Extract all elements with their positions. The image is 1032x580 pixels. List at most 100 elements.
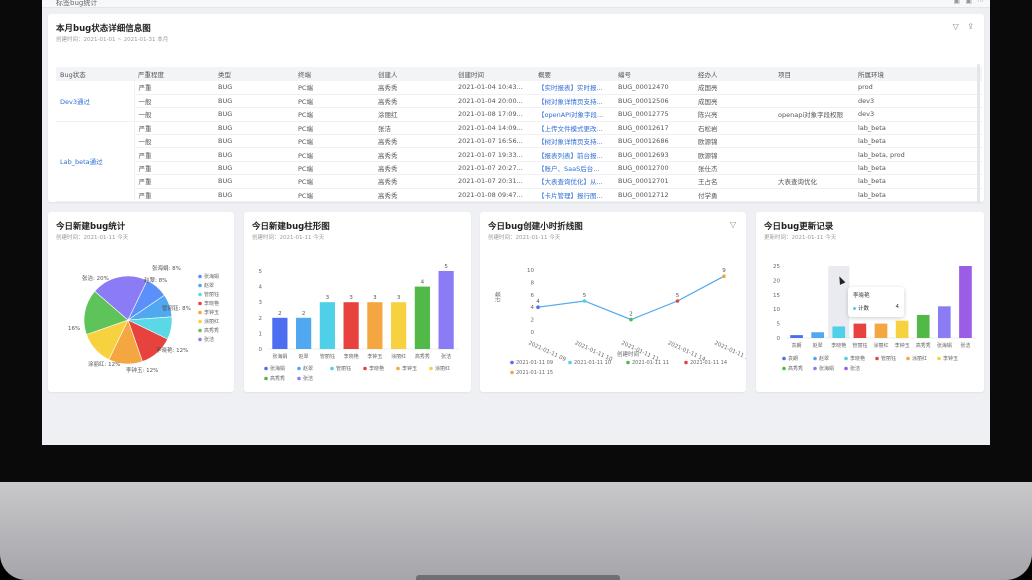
table-cell: 2021-01-07 20:27... [454, 161, 534, 176]
bar[interactable] [343, 302, 359, 349]
summary-link[interactable]: 【上传文件模式更改... [534, 121, 614, 136]
column-header: 所属环境 [854, 67, 982, 81]
table-cell: lab_beta [854, 188, 982, 203]
table-cell: 王占名 [694, 174, 774, 189]
legend-marker [198, 319, 202, 324]
table-row[interactable]: 一般 BUG PC端 高秀秀 2021-01-07 16:56... 【树对象详情页支持.… [56, 134, 982, 149]
data-point[interactable] [629, 317, 633, 322]
table-row[interactable]: 一般 BUG PC端 涂丽红 2021-01-08 17:09... 【openAPI对象… [56, 107, 982, 122]
bar[interactable] [367, 302, 383, 349]
table-cell: 高秀秀 [374, 81, 454, 95]
pie-slice[interactable] [94, 275, 148, 321]
bar[interactable] [874, 323, 888, 338]
legend-marker [626, 360, 630, 365]
bar[interactable] [853, 323, 867, 338]
pie-slice[interactable] [83, 290, 129, 335]
table-row[interactable]: Dev3通过 严重 BUG PC端 高秀秀 2021-01-04 10:43... 【实时报… [56, 81, 982, 122]
legend-marker [198, 283, 202, 288]
bar[interactable] [916, 314, 930, 338]
table-row[interactable]: 严重 BUG PC端 高秀秀 2021-01-07 20:27... 【账户、SaaS后台… [56, 161, 982, 176]
bar[interactable] [296, 317, 312, 349]
column-header: 创建时间 [454, 67, 534, 81]
x-tick-label: 涂丽红 [391, 353, 406, 360]
data-point[interactable] [675, 299, 680, 303]
point-value-label: 5 [583, 293, 587, 299]
filter-icon[interactable]: ▽ [729, 220, 736, 229]
summary-link[interactable]: 【报表列表】前台报... [534, 147, 614, 162]
legend-item: 张海娟 [204, 273, 219, 280]
bar[interactable] [414, 286, 430, 349]
table-row[interactable]: 严重 BUG PC端 高秀秀 2021-01-07 19:33... 【报表列表】前台报.… [56, 147, 982, 162]
bar[interactable] [938, 306, 951, 338]
y-axis-label: 计数 [494, 291, 502, 303]
column-header[interactable]: Bug状态 [56, 67, 134, 81]
bar[interactable] [272, 317, 288, 349]
table-row[interactable]: 严重 BUG PC端 高秀秀 2021-01-07 20:31... 【大表查询优化】从.… [56, 174, 982, 189]
data-point[interactable] [582, 299, 587, 303]
table-cell: BUG [214, 147, 294, 162]
more-icon[interactable]: ⋯ [977, 0, 984, 5]
bar[interactable] [319, 302, 335, 349]
bug-table: Bug状态 严重程度 类型 终端 创建人 创建时间 概要 编号 经办人 项目 所属环境 Dev3通过… [56, 67, 982, 203]
bar-value-label: 4 [421, 280, 425, 286]
bar[interactable] [391, 302, 407, 349]
table-row[interactable]: Lab_beta通过 严重 BUG PC端 张洁 2021-01-04 14:09... 【… [56, 121, 982, 203]
bug-status-table-card: 本月bug状态详细信息图 创建时间：2021-01-01 ~ 2021-01-3… [48, 14, 984, 204]
export-icon[interactable]: ⇪ [967, 22, 974, 31]
table-scrollbar[interactable] [977, 64, 980, 204]
summary-link[interactable]: 【账户、SaaS后台... [534, 161, 614, 176]
summary-link[interactable]: 【树对象详情页支持... [534, 94, 614, 109]
table-cell: 2021-01-04 10:43... [454, 81, 534, 95]
legend-marker [198, 274, 202, 279]
table-cell: BUG [214, 121, 294, 136]
bar[interactable] [895, 320, 909, 338]
y-tick-label: 20 [773, 278, 780, 284]
data-point[interactable] [722, 274, 726, 278]
monitor-chin [0, 482, 1032, 580]
x-tick-label: 管丽钰 [852, 342, 867, 349]
update-record-card: 今日bug更新记录 更新时间：2021-01-11 今天 0 5 10 15 20 25 袁… [756, 212, 984, 392]
bar[interactable] [959, 266, 972, 338]
summary-link[interactable]: 【openAPI对象字段... [534, 107, 614, 122]
table-cell: PC端 [294, 147, 374, 162]
bar[interactable] [832, 326, 846, 338]
summary-link[interactable]: 【卡片管理】报行图... [534, 188, 614, 203]
export-icon[interactable]: ▣ [953, 0, 960, 5]
column-header: 类型 [214, 67, 294, 81]
table-row[interactable]: 一般 BUG PC端 高秀秀 2021-01-04 20:00... 【树对象详情页支持.… [56, 94, 982, 109]
table-cell [774, 161, 854, 176]
column-header: 严重程度 [134, 67, 214, 81]
legend-marker [264, 376, 268, 381]
legend-marker [684, 360, 688, 365]
x-tick-label: 管丽钰 [320, 353, 335, 360]
legend-item: 张洁 [204, 336, 214, 343]
summary-link[interactable]: 【大表查询优化】从... [534, 174, 614, 189]
summary-link[interactable]: 【树对象详情页支持... [534, 134, 614, 149]
pie-label: 李钟玉: 12% [126, 366, 158, 374]
x-tick-label: 张洁 [960, 342, 970, 349]
legend-marker [198, 337, 202, 342]
pie-chart[interactable]: 张海娟: 8% 赵翠: 8% 管丽钰: 8% 李晓艳: 12% 李钟玉: 12% 涂丽红:… [48, 242, 234, 392]
bar[interactable] [790, 335, 803, 338]
table-cell: 石松岩 [694, 121, 774, 136]
filter-icon[interactable]: ▽ [952, 22, 959, 31]
share-icon[interactable]: ▣ [965, 0, 972, 5]
table-cell: 高秀秀 [374, 174, 454, 189]
bar[interactable] [811, 332, 824, 338]
bar[interactable] [438, 271, 454, 349]
table-cell: PC端 [294, 188, 374, 203]
legend-marker [198, 310, 202, 315]
y-tick-label: 10 [773, 307, 780, 313]
line-chart-card: 今日bug创建小时折线图 创建时间：2021-01-11 今天 ▽ 计数 0 2 4 6… [480, 212, 746, 392]
data-point[interactable] [536, 305, 540, 309]
table-row[interactable]: 严重 BUG PC端 高秀秀 2021-01-08 09:47... 【卡片管理】报行图.… [56, 188, 982, 203]
bar-chart[interactable]: 0123452张海娟2赵翠3管丽钰3李晓艳3李钟玉3涂丽红4高秀秀5张洁张海娟赵… [244, 242, 471, 392]
summary-link[interactable]: 【实时报表】实时报... [534, 81, 614, 95]
legend-marker [510, 360, 514, 365]
legend-marker [363, 366, 367, 371]
legend-item: 管丽钰 [204, 291, 219, 298]
chart-tooltip: 李晓艳 计数 4 [848, 287, 904, 317]
table-cell: 2021-01-04 20:00... [454, 94, 534, 109]
